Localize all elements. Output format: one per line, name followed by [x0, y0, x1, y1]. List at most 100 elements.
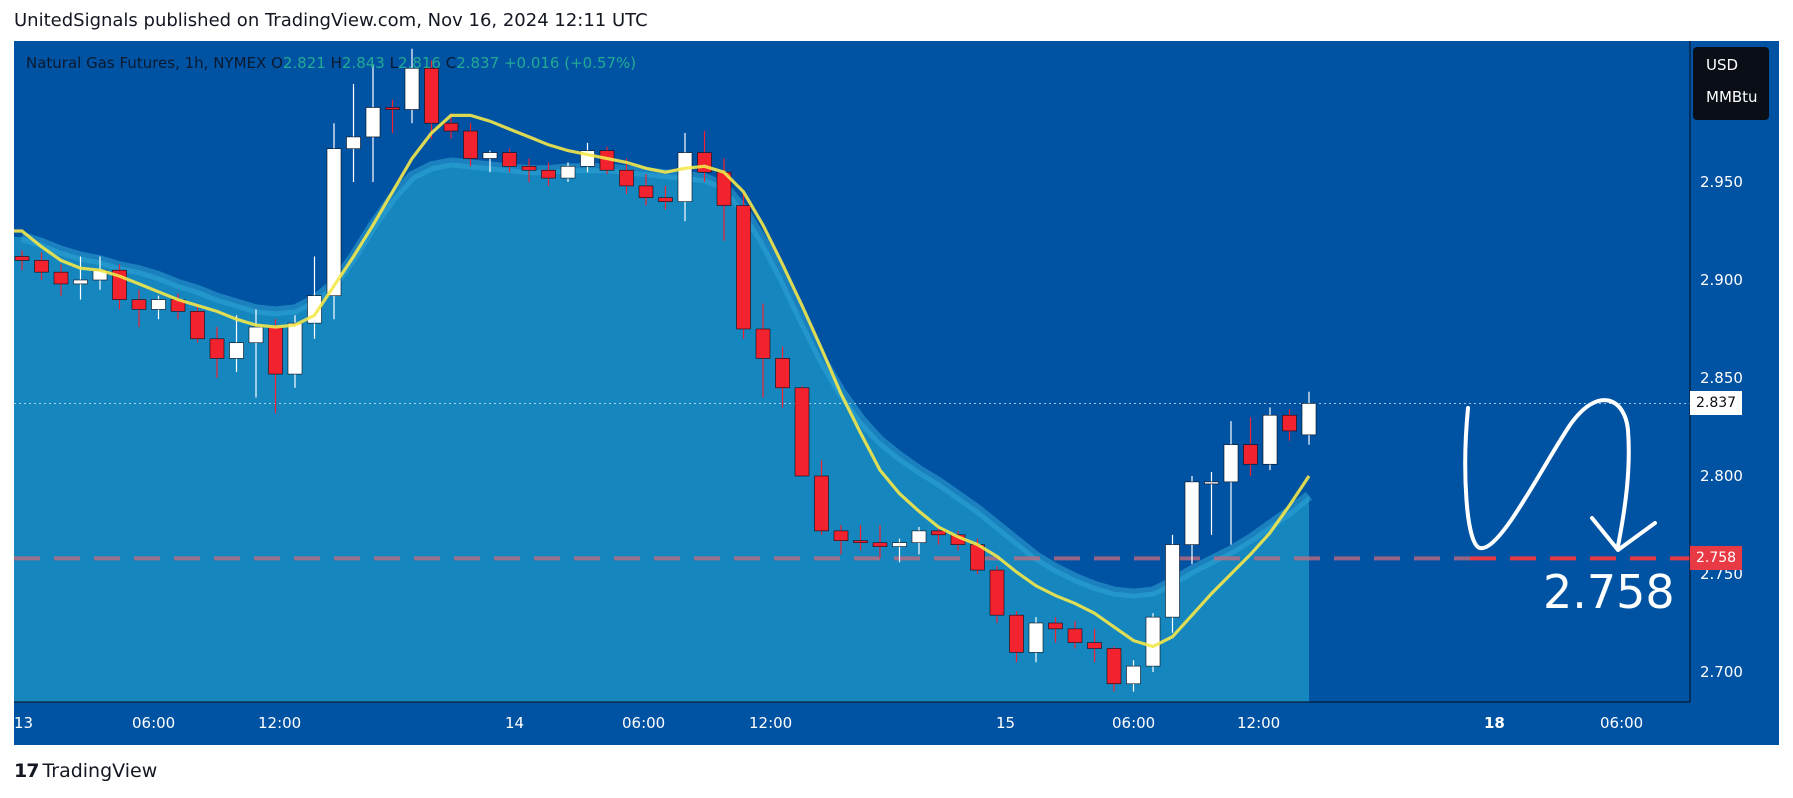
candle-body [151, 299, 166, 310]
candle-body [853, 540, 868, 543]
candle-body [1145, 616, 1161, 667]
candle-body [14, 256, 30, 261]
candle-body [482, 152, 498, 159]
candle-body [814, 475, 829, 532]
candle-body [931, 530, 946, 536]
candle-body [1282, 414, 1297, 432]
candle-body [755, 328, 771, 359]
change-value: +0.016 (+0.57%) [503, 54, 637, 72]
time-tick-label: 06:00 [622, 714, 666, 732]
price-tick-label: 2.800 [1700, 467, 1743, 485]
candle-body [872, 542, 888, 547]
time-tick-label: 12:00 [749, 714, 793, 732]
candle-body [1204, 481, 1219, 485]
candle-body [229, 342, 244, 359]
ema-band-edge [20, 157, 1313, 599]
candle-body [560, 166, 576, 179]
time-tick-label: 15 [996, 714, 1016, 732]
candle-body [1087, 642, 1102, 649]
time-tick-label: 12:00 [1237, 714, 1281, 732]
close-label: C [445, 54, 457, 72]
publish-header: UnitedSignals published on TradingView.c… [14, 10, 648, 31]
open-label: O [271, 54, 283, 72]
ema-line [14, 113, 1311, 649]
candle-body [385, 107, 400, 110]
low-value: 2.816 [397, 54, 441, 72]
close-value: 2.837 [456, 54, 500, 72]
target-annotation-text: 2.758 [1543, 565, 1675, 619]
tradingview-logo-icon: 17 [14, 760, 39, 782]
price-tick-label: 2.900 [1700, 271, 1743, 289]
time-tick-label: 06:00 [1112, 714, 1156, 732]
ema-band-area [14, 157, 1313, 702]
candle-body [502, 152, 517, 167]
candle-body [638, 185, 654, 198]
candle-body [365, 107, 381, 138]
target-line-layer [14, 402, 1690, 561]
candle-body [326, 148, 342, 296]
candle-body [190, 311, 205, 340]
time-tick-label: 18 [1484, 714, 1505, 732]
projection-arrowhead-icon [1590, 516, 1657, 552]
price-tick-label: 2.950 [1700, 173, 1743, 191]
target-price-tag: 2.758 [1690, 546, 1743, 571]
symbol-name: Natural Gas Futures, 1h, NYMEX [26, 54, 267, 72]
candle-body [794, 387, 810, 477]
candle-body [248, 326, 264, 344]
candle-body [1009, 614, 1024, 653]
candle-body [443, 122, 459, 132]
ema-band-fill [14, 162, 1309, 702]
candle-body [736, 205, 751, 330]
candle-body [1126, 665, 1141, 685]
candle-body [404, 68, 420, 110]
price-tick-label: 2.700 [1700, 663, 1743, 681]
candle-body [346, 136, 361, 149]
open-value: 2.821 [282, 54, 326, 72]
time-tick-label: 13 [14, 714, 34, 732]
candle-body [287, 322, 303, 375]
candle-body [209, 338, 225, 359]
candle-body [1223, 444, 1239, 483]
candle-body [268, 326, 283, 375]
candle-body [833, 530, 849, 541]
candles-layer [14, 48, 1317, 692]
candle-body [1243, 444, 1258, 465]
candle-body [1048, 622, 1063, 630]
candle-body [1106, 648, 1122, 685]
candle-body [775, 358, 790, 389]
candle-body [521, 166, 537, 171]
high-label: H [330, 54, 342, 72]
candle-body [658, 197, 673, 202]
candle-body [911, 530, 927, 543]
currency-label[interactable]: USD [1706, 56, 1739, 74]
high-value: 2.843 [341, 54, 385, 72]
symbol-legend[interactable]: Natural Gas Futures, 1h, NYMEX O2.821 H2… [26, 54, 636, 72]
ema-line-layer [14, 113, 1311, 649]
candle-body [73, 279, 88, 285]
candle-body [989, 569, 1005, 616]
candle-body [34, 260, 49, 273]
projection-curve [1463, 398, 1631, 550]
currency-unit-selector[interactable]: USD MMBtu [1693, 47, 1769, 120]
candle-body [1028, 622, 1044, 653]
drawing-annotation-layer [14, 41, 1691, 703]
candle-body [1184, 481, 1200, 545]
candle-body [619, 169, 634, 187]
candle-body [424, 68, 439, 124]
candle-body [541, 169, 556, 179]
candle-body [677, 152, 693, 202]
candle-body [53, 271, 69, 285]
low-label: L [389, 54, 398, 72]
price-tick-label: 2.850 [1700, 369, 1743, 387]
tradingview-footer[interactable]: 17 TradingView [14, 760, 157, 782]
candle-body [1262, 414, 1278, 465]
candle-body [463, 130, 478, 159]
time-tick-label: 06:00 [1600, 714, 1644, 732]
candle-body [1301, 403, 1317, 436]
time-tick-label: 14 [505, 714, 525, 732]
footer-brand: TradingView [42, 760, 158, 782]
unit-label[interactable]: MMBtu [1706, 88, 1758, 106]
time-tick-label: 12:00 [258, 714, 302, 732]
time-tick-label: 06:00 [132, 714, 176, 732]
